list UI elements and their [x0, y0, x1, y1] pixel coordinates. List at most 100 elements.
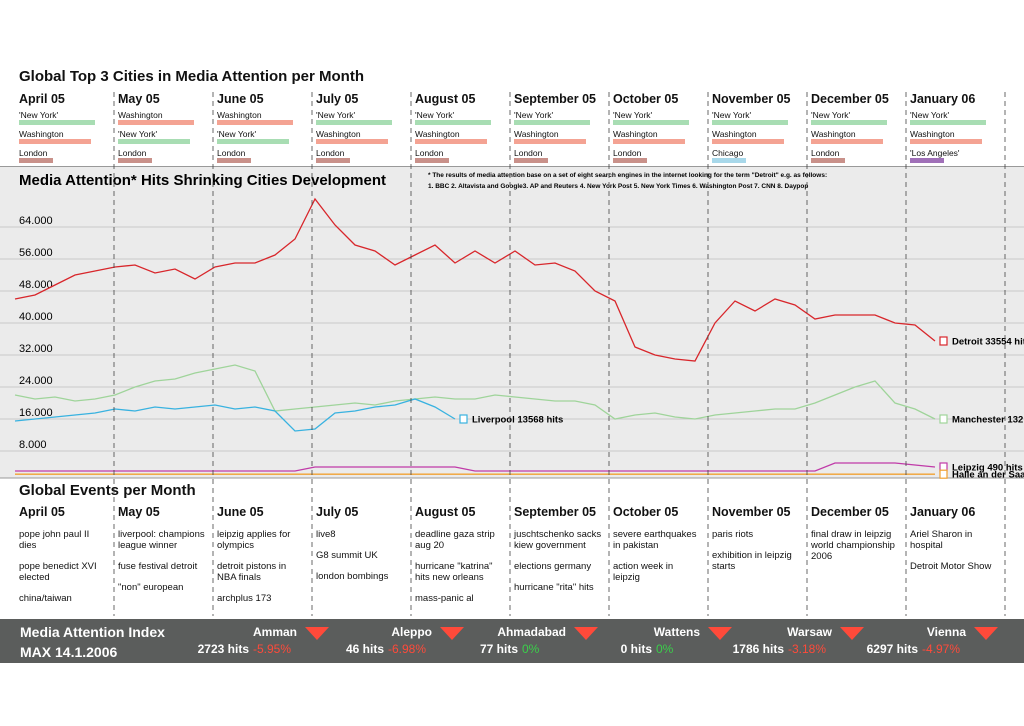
city-change: 0% — [656, 642, 674, 656]
city-bar — [217, 158, 251, 163]
city-label: 'New York' — [910, 110, 950, 120]
event-item: liverpool: champions league winner — [118, 529, 205, 551]
city-bar — [118, 120, 194, 125]
city-bar — [118, 139, 190, 144]
series-end-marker — [939, 336, 948, 346]
index-max: MAX 14.1.2006 — [20, 644, 118, 660]
month-label: November 05 — [712, 92, 791, 106]
event-item: paris riots — [712, 529, 754, 540]
city-bar — [712, 120, 788, 125]
city-bar — [19, 139, 91, 144]
month-label: June 05 — [217, 505, 264, 519]
city-label: Washington — [712, 129, 757, 139]
city-label: 'New York' — [316, 110, 356, 120]
city-label: London — [613, 148, 642, 158]
event-item: pope john paul II dies — [19, 529, 90, 551]
chart-background — [0, 166, 1024, 478]
city-bar — [514, 158, 548, 163]
city-label: London — [118, 148, 147, 158]
city-bar — [712, 139, 784, 144]
trend-triangle — [440, 627, 464, 640]
month-column: April 05 'New York' Washington London — [19, 92, 111, 163]
month-label: October 05 — [613, 92, 679, 106]
month-column: May 05 liverpool: champions league winner… — [118, 505, 210, 593]
month-column: August 05 'New York' Washington London — [415, 92, 507, 163]
month-label: October 05 — [613, 505, 679, 519]
city-hits: 6297 hits — [866, 642, 918, 656]
city-name: Ahmadabad — [497, 625, 566, 639]
month-label: January 06 — [910, 92, 976, 106]
y-tick-label: 24.000 — [19, 375, 53, 387]
index-title: Media Attention Index — [20, 624, 165, 640]
month-label: January 06 — [910, 505, 976, 519]
trend-triangle — [840, 627, 864, 640]
city-label: London — [811, 148, 840, 158]
city-change: -3.18% — [788, 642, 827, 656]
y-tick-label: 16.000 — [19, 407, 53, 419]
city-hits-row: 2723 hits -5.95% — [198, 642, 297, 656]
city-change: -5.95% — [253, 642, 292, 656]
city-label: Washington — [910, 129, 955, 139]
event-item: london bombings — [316, 571, 389, 582]
event-item: "non" european — [118, 582, 184, 593]
city-label: 'New York' — [118, 129, 158, 139]
event-item: leipzig applies for olympics — [217, 529, 291, 551]
city-label: Washington — [514, 129, 559, 139]
city-hits-row: 0 hits 0% — [621, 642, 700, 656]
top-cities-title: Global Top 3 Cities in Media Attention p… — [19, 68, 364, 85]
index-city: Warsaw 1786 hits -3.18% — [733, 625, 832, 656]
city-label: 'New York' — [613, 110, 653, 120]
event-item: china/taiwan — [19, 593, 72, 604]
city-name: Vienna — [926, 625, 966, 639]
month-label: June 05 — [217, 92, 264, 106]
city-label: 'Los Angeles' — [910, 148, 960, 158]
city-change: -4.97% — [922, 642, 961, 656]
city-hits: 46 hits — [345, 642, 384, 656]
month-label: December 05 — [811, 92, 889, 106]
city-hits-row: 6297 hits -4.97% — [867, 642, 966, 656]
note: 1. BBC 2. Altavista and Google3. AP and … — [428, 183, 808, 190]
month-column: November 05 'New York' Washington Chicago — [712, 92, 804, 163]
city-hits-row: 46 hits -6.98% — [346, 642, 432, 656]
note: * The results of media attention base on… — [428, 172, 827, 179]
city-hits-row: 1786 hits -3.18% — [733, 642, 832, 656]
city-label: Washington — [613, 129, 658, 139]
series-label: Manchester 132 — [952, 415, 1023, 426]
city-label: 'New York' — [514, 110, 554, 120]
month-column: June 05 Washington 'New York' London — [217, 92, 309, 163]
month-column: October 05 'New York' Washington London — [613, 92, 705, 163]
city-label: London — [19, 148, 48, 158]
month-label: August 05 — [415, 92, 476, 106]
month-column: July 05 live8 G8 summit UK london bombings — [316, 505, 408, 582]
event-item: elections germany — [514, 561, 592, 572]
month-label: May 05 — [118, 505, 160, 519]
month-column: May 05 Washington 'New York' London — [118, 92, 210, 163]
city-bar — [217, 120, 293, 125]
event-item: pope benedict XVI elected — [19, 561, 97, 583]
city-bar — [811, 120, 887, 125]
series-label: Liverpool 13568 hits — [472, 415, 563, 426]
y-tick-label: 64.000 — [19, 215, 53, 227]
city-name: Aleppo — [391, 625, 432, 639]
month-column: June 05 leipzig applies for olympics detro… — [217, 505, 309, 604]
month-column: September 05 'New York' Washington London — [514, 92, 606, 163]
city-bar — [316, 158, 350, 163]
city-label: 'New York' — [712, 110, 752, 120]
city-bar — [415, 158, 449, 163]
month-column: January 06 Ariel Sharon in hospital Detroi… — [910, 505, 1002, 572]
event-item: final draw in leipzig world championship… — [811, 529, 895, 562]
event-item: action week in leipzig — [613, 561, 674, 583]
event-item: hurricane "katrina" hits new orleans — [415, 561, 493, 583]
series-label: Halle an der Saale — [952, 470, 1024, 480]
series-label: Detroit 33554 hits — [952, 337, 1024, 348]
index-city: Wattens 0 hits 0% — [621, 625, 700, 656]
series-label: Leipzig 490 hits — [952, 463, 1023, 474]
index-city: Aleppo 46 hits -6.98% — [346, 625, 432, 656]
city-change: 0% — [522, 642, 540, 656]
city-bar — [118, 158, 152, 163]
y-tick-label: 56.000 — [19, 247, 53, 259]
trend-triangle — [708, 627, 732, 640]
city-label: Washington — [316, 129, 361, 139]
city-bar — [415, 139, 487, 144]
